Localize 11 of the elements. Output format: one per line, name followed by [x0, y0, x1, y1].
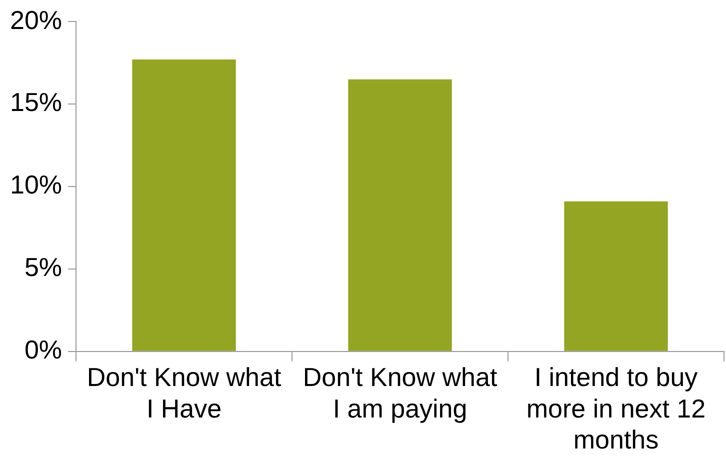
- bar: [348, 79, 452, 351]
- y-tick-label: 5%: [24, 252, 62, 282]
- x-tick-label: I intend to buy more in next 12 months: [526, 362, 706, 455]
- y-tick-label: 10%: [10, 170, 62, 200]
- bar: [132, 60, 236, 351]
- y-tick-label: 20%: [10, 4, 62, 35]
- y-tick-label: 0%: [24, 334, 62, 365]
- y-tick-label: 15%: [10, 87, 62, 118]
- bar: [564, 201, 668, 351]
- x-tick-label: Don't Know what I am paying: [302, 362, 498, 424]
- x-tick-label: Don't Know what I Have: [86, 362, 282, 424]
